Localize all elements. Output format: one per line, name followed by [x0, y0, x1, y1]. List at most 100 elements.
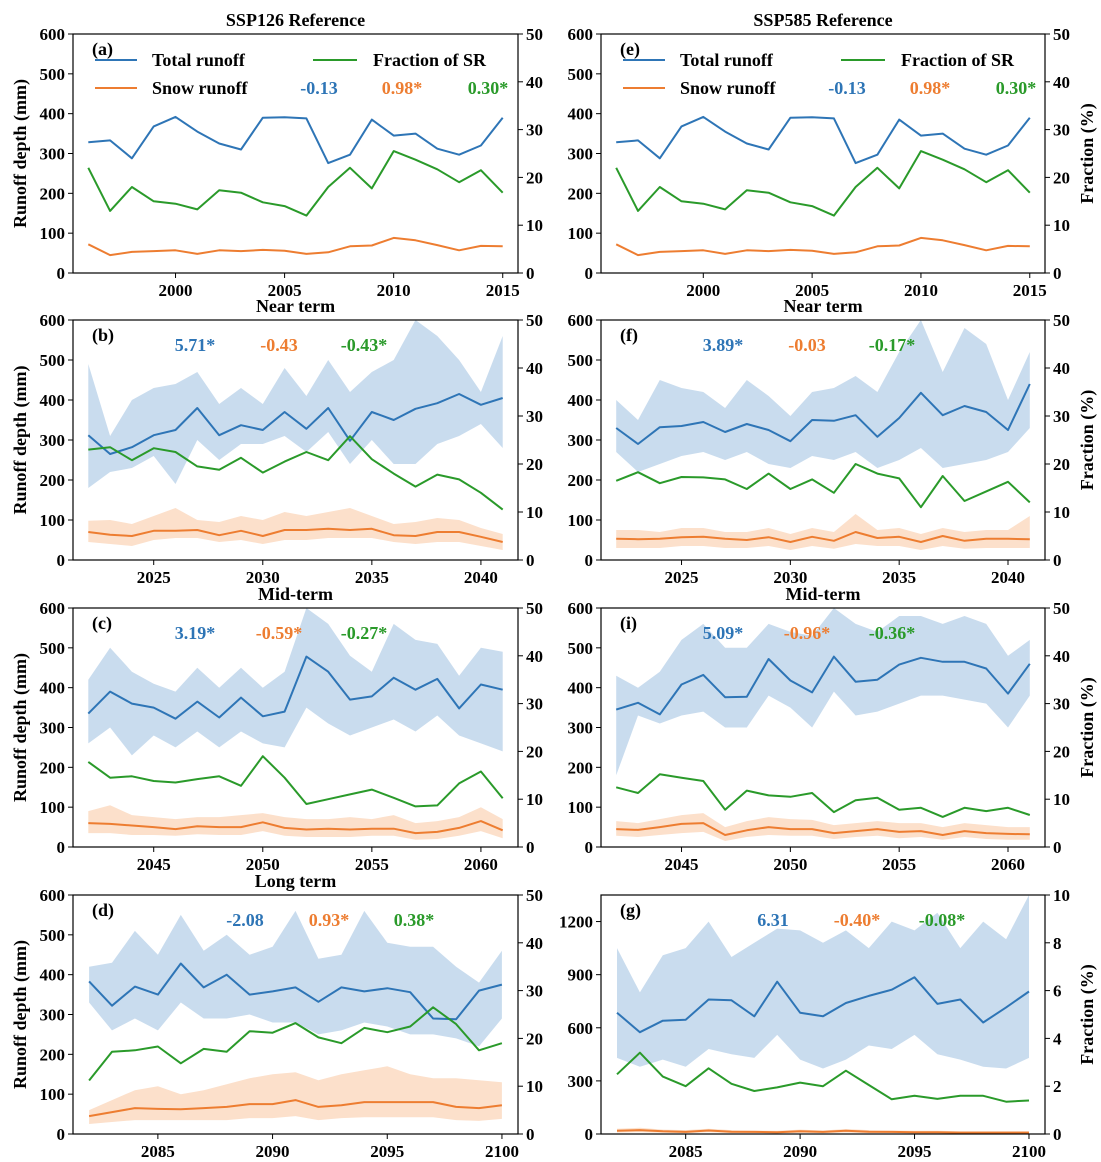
x-tick-label: 2000 — [686, 281, 720, 300]
y2-tick-label: 0 — [1053, 551, 1062, 570]
band-snow-runoff — [89, 1066, 502, 1124]
y-axis-label: Runoff depth (mm) — [10, 365, 31, 514]
x-tick-label: 2015 — [1013, 281, 1047, 300]
series-line-snow-runoff — [616, 822, 1030, 836]
band-total-runoff — [617, 895, 1029, 1069]
x-tick-label: 2025 — [665, 568, 699, 587]
series-line-fraction-of-sr — [88, 1006, 503, 1082]
panel-letter: (i) — [620, 613, 637, 634]
x-tick-label: 2045 — [137, 855, 171, 874]
band-total-runoff — [88, 320, 503, 488]
y-tick-label: 0 — [57, 1125, 66, 1144]
x-tick-label: 2010 — [904, 281, 938, 300]
trend-label: 3.19* — [175, 623, 216, 643]
trend-label: -0.36* — [869, 623, 916, 643]
trend-label: 0.30* — [996, 78, 1037, 98]
y-tick-label: 200 — [40, 184, 66, 203]
y2-tick-label: 50 — [1053, 599, 1070, 618]
y-tick-label: 300 — [40, 1006, 66, 1025]
x-tick-label: 2000 — [159, 281, 193, 300]
y2-tick-label: 10 — [526, 1077, 543, 1096]
y-axis-label: Runoff depth (mm) — [10, 79, 31, 228]
series-line-fraction-of-sr — [88, 435, 504, 511]
y2-tick-label: 10 — [1053, 216, 1070, 235]
y-tick-label: 100 — [40, 224, 66, 243]
y-tick-label: 400 — [40, 966, 66, 985]
trend-label: -0.13 — [300, 78, 338, 98]
y-tick-label: 600 — [568, 25, 594, 44]
trend-label: 5.71* — [175, 335, 216, 355]
y2-tick-label: 0 — [526, 551, 535, 570]
y2-tick-label: 20 — [1053, 742, 1070, 761]
y2-tick-label: 0 — [1053, 838, 1062, 857]
series-line-snow-runoff — [88, 527, 503, 543]
panel-i: 0 100 200 300 400 500 600 0 10 20 30 40 50 2045 2050 20… — [568, 584, 1099, 874]
y2-tick-label: 20 — [1053, 455, 1070, 474]
trend-label: 6.31 — [757, 910, 789, 930]
y-tick-label: 200 — [40, 1045, 66, 1064]
y-tick-label: 300 — [40, 719, 66, 738]
panel-title: SSP126 Reference — [226, 10, 365, 30]
panel-title: SSP585 Reference — [753, 10, 892, 30]
x-tick-label: 2040 — [991, 568, 1025, 587]
band-total-runoff — [89, 910, 502, 1047]
x-tick-label: 2030 — [773, 568, 807, 587]
y-tick-label: 400 — [40, 105, 66, 124]
y2-tick-label: 30 — [526, 407, 543, 426]
y2-tick-label: 40 — [526, 359, 543, 378]
y-tick-label: 100 — [568, 511, 594, 530]
y2-tick-label: 10 — [1053, 790, 1070, 809]
trend-label: -0.43* — [341, 335, 388, 355]
x-tick-label: 2040 — [464, 568, 498, 587]
x-tick-label: 2005 — [268, 281, 302, 300]
y-tick-label: 400 — [40, 679, 66, 698]
y2-axis-label: Fraction (%) — [1077, 677, 1098, 777]
y2-tick-label: 30 — [526, 121, 543, 140]
x-tick-label: 2100 — [485, 1142, 519, 1161]
y-tick-label: 200 — [40, 758, 66, 777]
trend-label: 0.30* — [468, 78, 509, 98]
y2-tick-label: 20 — [526, 168, 543, 187]
trend-label: -0.03 — [788, 335, 826, 355]
x-tick-label: 2090 — [783, 1142, 817, 1161]
y2-tick-label: 10 — [526, 216, 543, 235]
band-total-runoff — [616, 608, 1030, 776]
y-tick-label: 1200 — [559, 913, 593, 932]
x-tick-label: 2100 — [1012, 1142, 1046, 1161]
trend-label: -0.43 — [260, 335, 298, 355]
panel-letter: (f) — [620, 325, 638, 346]
x-tick-label: 2095 — [370, 1142, 404, 1161]
y2-tick-label: 40 — [1053, 359, 1070, 378]
y2-tick-label: 10 — [526, 790, 543, 809]
y-tick-label: 100 — [40, 1085, 66, 1104]
y-tick-label: 0 — [57, 551, 66, 570]
y2-tick-label: 50 — [1053, 25, 1070, 44]
y2-tick-label: 50 — [526, 599, 543, 618]
y-tick-label: 0 — [585, 838, 594, 857]
y-tick-label: 300 — [568, 719, 594, 738]
trend-label: -0.59* — [256, 623, 303, 643]
y-tick-label: 400 — [40, 391, 66, 410]
y2-tick-label: 0 — [526, 264, 535, 283]
y2-tick-label: 40 — [526, 73, 543, 92]
y-tick-label: 300 — [568, 1072, 594, 1091]
x-tick-label: 2055 — [882, 855, 916, 874]
y2-tick-label: 30 — [526, 695, 543, 714]
trend-label: 5.09* — [703, 623, 744, 643]
y-tick-label: 200 — [568, 471, 594, 490]
trend-label: 0.38* — [394, 910, 435, 930]
trend-label: -0.17* — [869, 335, 916, 355]
series-line-snow-runoff — [88, 820, 504, 835]
y2-tick-label: 0 — [526, 838, 535, 857]
series-line-fraction-of-sr — [87, 755, 504, 808]
x-tick-label: 2050 — [773, 855, 807, 874]
y-axis-label: Runoff depth (mm) — [10, 653, 31, 802]
y2-tick-label: 30 — [1053, 407, 1070, 426]
series-line-fraction-of-sr — [615, 463, 1031, 509]
x-tick-label: 2085 — [669, 1142, 703, 1161]
y2-tick-label: 20 — [1053, 168, 1070, 187]
y2-tick-label: 2 — [1053, 1077, 1062, 1096]
y2-tick-label: 30 — [526, 982, 543, 1001]
trend-label: 0.98* — [382, 78, 423, 98]
